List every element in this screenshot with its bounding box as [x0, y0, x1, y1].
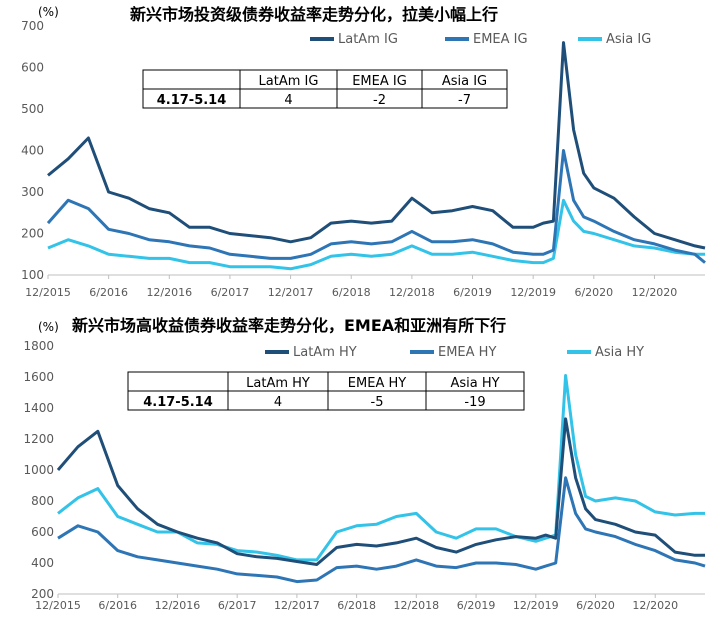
- y-tick-label: 1200: [23, 432, 54, 446]
- x-tick-label: 12/2015: [35, 599, 81, 612]
- summary-table: 4.17-5.14 LatAm IG 4 EMEA IG -2 Asia IG -7: [142, 69, 508, 109]
- x-tick-label: 6/2019: [453, 286, 492, 299]
- x-tick-label: 6/2020: [576, 599, 615, 612]
- x-tick-label: 6/2018: [337, 599, 376, 612]
- table-cell: -19: [464, 395, 485, 410]
- x-tick-label: 6/2020: [574, 286, 613, 299]
- x-tick-label: 12/2018: [393, 599, 439, 612]
- x-tick-label: 12/2019: [513, 599, 559, 612]
- chart-2: 新兴市场高收益债券收益率走势分化，EMEA和亚洲有所下行 (%) 200 400 600…: [23, 316, 706, 612]
- y-tick-label: 800: [31, 494, 54, 508]
- table-row-label: 4.17-5.14: [157, 93, 227, 108]
- y-tick-label: 1000: [23, 463, 54, 477]
- y-tick-label: 600: [21, 61, 44, 75]
- table-header: EMEA IG: [352, 74, 407, 89]
- table-cell: 4: [284, 93, 292, 108]
- x-tick-label: 6/2017: [211, 286, 250, 299]
- series-line-latam-hy: [56, 417, 705, 566]
- x-tick-label: 12/2017: [274, 599, 320, 612]
- x-tick-label: 6/2016: [98, 599, 137, 612]
- x-tick-label: 6/2016: [89, 286, 128, 299]
- legend-label: EMEA IG: [473, 32, 528, 47]
- x-tick-label: 12/2018: [389, 286, 435, 299]
- y-axis-unit: (%): [38, 320, 59, 334]
- summary-table: 4.17-5.14 LatAm HY 4 EMEA HY -5 Asia HY -19: [127, 371, 525, 411]
- x-tick-label: 6/2017: [218, 599, 257, 612]
- legend-label: LatAm IG: [338, 32, 398, 47]
- x-tick-label: 12/2016: [146, 286, 192, 299]
- table-cell: 4: [274, 395, 282, 410]
- x-tick-label: 6/2019: [457, 599, 496, 612]
- y-tick-label: 300: [21, 185, 44, 199]
- y-tick-label: 1800: [23, 339, 54, 353]
- y-tick-label: 500: [21, 102, 44, 116]
- y-tick-label: 400: [21, 144, 44, 158]
- chart-title: 新兴市场高收益债券收益率走势分化，EMEA和亚洲有所下行: [72, 316, 506, 335]
- series-line-emea-hy: [57, 476, 706, 584]
- table-cell: -7: [458, 93, 471, 108]
- y-axis-unit: (%): [38, 5, 59, 19]
- table-row-label: 4.17-5.14: [143, 395, 213, 410]
- y-tick-label: 400: [31, 556, 54, 570]
- table-cell: -2: [373, 93, 386, 108]
- x-tick-label: 6/2018: [332, 286, 371, 299]
- x-tick-label: 12/2019: [510, 286, 556, 299]
- x-tick-label: 12/2015: [25, 286, 71, 299]
- table-header: EMEA HY: [348, 376, 406, 391]
- table-header: Asia IG: [442, 74, 487, 89]
- x-tick-label: 12/2016: [155, 599, 201, 612]
- x-tick-label: 12/2020: [632, 286, 678, 299]
- series-line-latam-ig: [47, 41, 706, 250]
- y-tick-label: 700: [21, 19, 44, 33]
- y-tick-label: 1400: [23, 401, 54, 415]
- legend-label: LatAm HY: [293, 345, 357, 360]
- table-header: Asia HY: [450, 376, 499, 391]
- series-line-asia-ig: [47, 198, 705, 271]
- legend-label: Asia HY: [595, 345, 644, 360]
- table-cell: -5: [371, 395, 384, 410]
- y-tick-label: 1600: [23, 370, 54, 384]
- x-tick-label: 12/2017: [268, 286, 314, 299]
- legend-label: EMEA HY: [438, 345, 496, 360]
- x-tick-label: 12/2020: [632, 599, 678, 612]
- table-header: LatAm HY: [246, 376, 310, 391]
- legend-label: Asia IG: [606, 32, 651, 47]
- series-line-emea-ig: [46, 149, 706, 264]
- chart-1: 新兴市场投资级债券收益率走势分化，拉美小幅上行 (%) 100 200 300 400 50…: [21, 5, 706, 299]
- y-tick-label: 200: [21, 227, 44, 241]
- chart-title: 新兴市场投资级债券收益率走势分化，拉美小幅上行: [130, 5, 498, 24]
- y-tick-label: 200: [31, 587, 54, 601]
- y-tick-label: 600: [31, 525, 54, 539]
- table-header: LatAm IG: [259, 74, 319, 89]
- y-tick-label: 100: [21, 268, 44, 282]
